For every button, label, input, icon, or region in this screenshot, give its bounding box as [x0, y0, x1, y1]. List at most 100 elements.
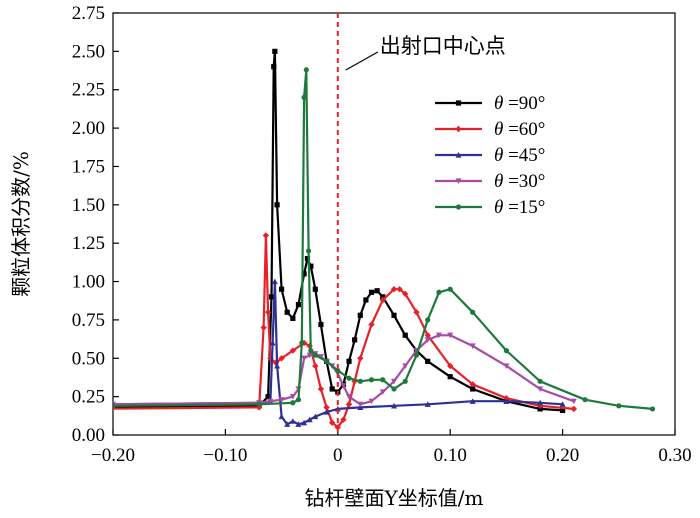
y-tick-label: 2.75 — [72, 3, 105, 24]
x-tick-label: 0 — [333, 445, 343, 466]
data-point — [113, 403, 116, 409]
y-axis: 0.00 0.25 0.50 0.75 1.00 1.25 1.50 1.75 2.00 2.25… — [72, 3, 119, 446]
data-point — [304, 255, 311, 262]
legend-label: θ =45° — [494, 145, 545, 166]
data-point — [256, 401, 262, 407]
data-point — [267, 398, 274, 405]
data-point — [469, 381, 476, 388]
data-point — [265, 394, 271, 400]
series-line — [113, 68, 653, 410]
legend-item: θ =15° — [435, 197, 545, 218]
data-point — [323, 404, 330, 411]
legend-item: θ =60° — [435, 119, 545, 140]
plot-area-border — [112, 12, 676, 436]
data-point — [503, 394, 510, 402]
data-point — [274, 202, 280, 208]
x-axis-title: 钻杆壁面Y坐标值/m — [305, 486, 484, 510]
data-point — [301, 271, 307, 277]
data-point — [470, 386, 476, 392]
data-point — [290, 315, 296, 321]
data-point — [616, 403, 622, 409]
data-point — [379, 389, 386, 396]
data-point — [582, 397, 588, 403]
x-tick-label: −0.10 — [203, 445, 247, 466]
data-point — [455, 178, 462, 184]
legend-label: θ =60° — [494, 119, 545, 140]
data-point — [312, 286, 318, 292]
data-point — [317, 385, 325, 393]
data-point — [469, 398, 476, 404]
data-point — [340, 416, 347, 423]
data-point — [425, 358, 431, 364]
data-point — [435, 332, 442, 339]
data-point — [503, 398, 510, 404]
y-tick-label: 0.00 — [72, 425, 105, 446]
data-point — [284, 309, 290, 315]
data-point — [345, 401, 353, 408]
data-point — [537, 399, 544, 406]
data-point — [363, 297, 369, 303]
data-point — [503, 348, 509, 354]
data-point — [323, 408, 330, 415]
data-point — [413, 352, 420, 358]
y-tick-label: 1.25 — [72, 233, 105, 254]
data-point — [425, 317, 431, 323]
data-point — [424, 401, 431, 407]
data-point — [262, 232, 270, 239]
data-point — [379, 296, 386, 304]
data-point — [334, 405, 341, 412]
data-point — [424, 337, 431, 343]
x-tick-label: 0.30 — [658, 445, 691, 466]
data-point — [396, 286, 403, 293]
data-point — [390, 286, 398, 293]
data-point — [455, 204, 462, 210]
data-point — [271, 64, 277, 70]
legend: θ =90° θ =60° θ =45° θ =30° θ =15° — [435, 93, 545, 218]
x-axis: −0.20 −0.10 0 0.10 0.20 0.30 — [91, 429, 692, 466]
data-point — [340, 383, 347, 389]
data-point — [289, 418, 296, 424]
annotation-leader-line — [345, 51, 379, 71]
series-line — [113, 334, 575, 406]
data-point — [278, 397, 285, 403]
data-point — [402, 290, 409, 298]
data-point — [424, 332, 431, 339]
data-point — [447, 362, 454, 370]
y-tick-label: 1.00 — [72, 272, 105, 293]
y-axis-title: 颗粒体积分数/% — [9, 151, 33, 297]
data-point — [447, 286, 453, 292]
data-point — [318, 321, 324, 328]
data-point — [308, 348, 314, 354]
data-point — [346, 375, 352, 381]
data-point — [278, 355, 285, 362]
data-point — [649, 406, 656, 412]
y-tick-label: 1.50 — [72, 195, 105, 216]
data-point — [447, 332, 454, 339]
data-point — [312, 413, 319, 420]
data-point — [299, 340, 305, 346]
series-line — [113, 280, 563, 426]
data-point — [455, 125, 462, 133]
data-point — [391, 386, 397, 392]
data-point — [357, 355, 364, 362]
data-point — [357, 312, 363, 318]
data-point — [301, 419, 308, 426]
data-point — [301, 355, 308, 362]
data-point — [402, 363, 409, 369]
series-θ =15° — [113, 67, 656, 412]
data-point — [413, 309, 420, 316]
data-point — [264, 309, 272, 316]
data-point — [470, 309, 476, 315]
data-point — [346, 358, 352, 364]
data-point — [560, 407, 566, 414]
data-point — [312, 352, 318, 358]
data-point — [284, 421, 291, 427]
data-point — [312, 362, 319, 370]
data-point — [269, 339, 276, 346]
data-point — [391, 378, 397, 385]
data-point — [295, 301, 302, 308]
data-point — [391, 402, 397, 409]
data-point — [402, 332, 408, 338]
data-point — [357, 401, 364, 408]
data-point — [570, 405, 578, 413]
